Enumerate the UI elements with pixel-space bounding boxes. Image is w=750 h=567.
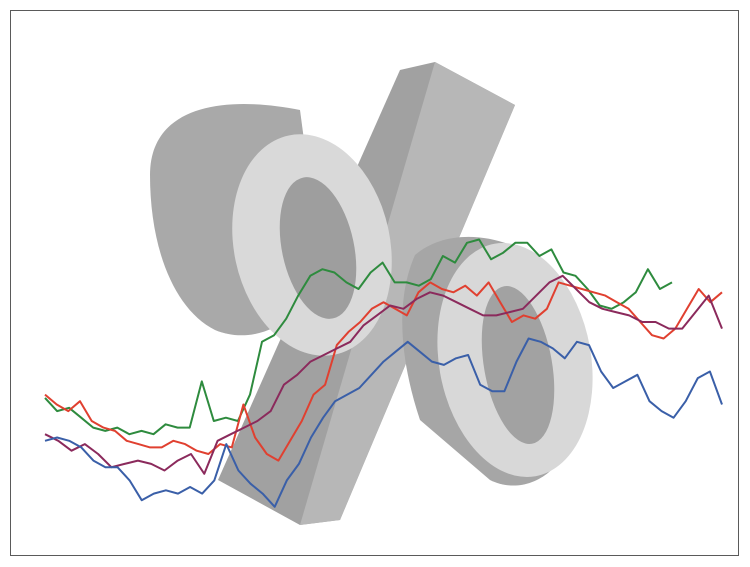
series-line-4 (44, 337, 723, 508)
stock-lines (44, 238, 723, 508)
series-line-3 (44, 274, 723, 475)
series-line-2 (44, 281, 723, 462)
percent-upper-ring-hole (279, 177, 357, 319)
series-line-1 (44, 238, 673, 436)
percent-lower-ring-hole (481, 285, 555, 445)
percent-sign-3d (150, 62, 593, 525)
